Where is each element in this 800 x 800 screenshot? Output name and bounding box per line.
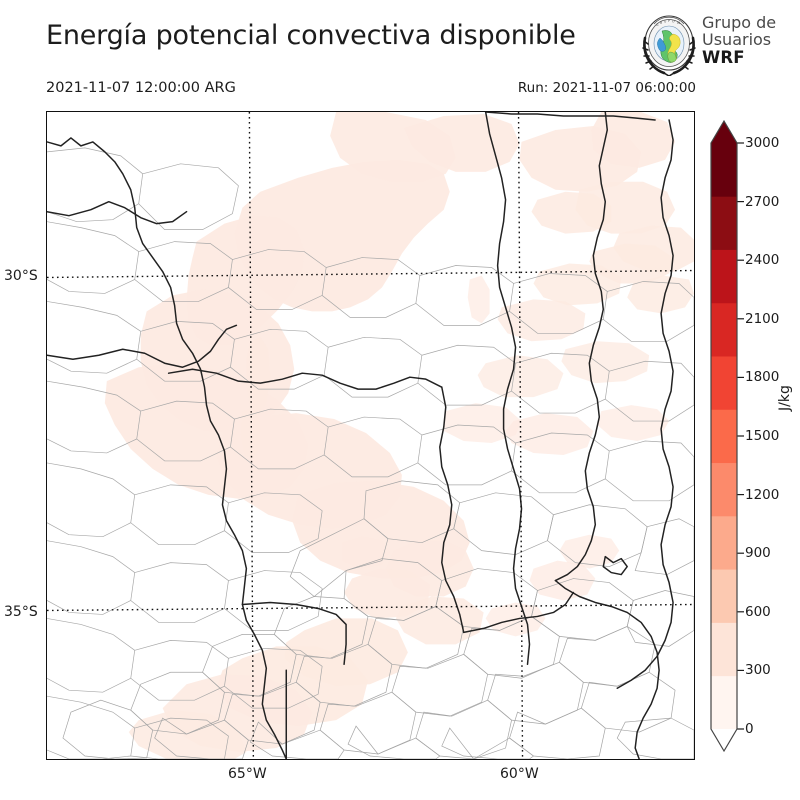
logo-line-1: Grupo de [702,13,777,32]
lat-tick-35S: 35°S [4,604,38,620]
colorbar-tick-label: 3000 [745,135,780,151]
colorbar-units-label: J/kg [777,385,793,411]
lon-tick-60W: 60°W [500,766,539,782]
colorbar-band [711,302,737,357]
lon-tick-65W: 65°W [228,766,267,782]
colorbar-band [711,143,737,197]
gridline-lat-35S [47,603,694,612]
map-canvas [47,112,694,759]
province-boundaries [47,112,674,759]
colorbar-band [711,462,737,517]
colorbar-band [711,249,737,304]
colorbar-tick-label: 1800 [745,369,780,386]
colorbar-tick-label: 1500 [745,428,780,444]
department-boundaries [47,147,694,759]
graticule-layer [47,112,694,759]
colorbar-tick-label: 2700 [745,193,780,210]
svg-text:P: P [668,19,670,23]
colorbar-tick-label: 2100 [745,310,780,327]
colorbar-band [711,569,737,623]
gridline-lat-30S [47,269,694,279]
svg-text:U: U [664,20,667,24]
svg-text:G: G [656,23,659,27]
colorbar-tick-label: 1200 [745,486,780,503]
colorbar-tick-label: 300 [745,662,771,679]
gridline-lon-65W [248,112,255,759]
colorbar-band [711,409,737,464]
page-title: Energía potencial convectiva disponible [46,20,576,51]
colorbar-tick-label: 600 [745,603,771,620]
colorbar-canvas [710,119,744,753]
logo-line-3: WRF [702,47,745,67]
colorbar-outline [710,119,738,753]
colorbar-band [711,622,737,677]
map-plot-area[interactable] [46,111,695,760]
valid-time-label: 2021-11-07 12:00:00 ARG [46,80,236,96]
logo-line-2: Usuarios [702,30,772,50]
buenos-aires-partidos [62,480,694,759]
svg-text:W: W [677,21,681,25]
colorbar-band [711,356,737,410]
colorbar-bands [711,121,737,751]
colorbar-band [711,196,737,250]
colorbar[interactable]: 0 300 600 900 1200 1500 1800 2100 2400 2700 3000 J… [705,111,800,771]
svg-text:O: O [672,20,675,24]
colorbar-under-arrow [711,729,737,751]
svg-text:R: R [660,21,663,25]
colorbar-band [711,515,737,570]
colorbar-tick-label: 2400 [745,252,780,269]
lat-tick-30S: 30°S [4,268,38,284]
logo-wordmark: Grupo de Usuarios WRF [702,14,794,66]
colorbar-tick-label: 0 [745,721,754,737]
colorbar-ticks [737,142,744,730]
model-run-label: Run: 2021-11-07 06:00:00 [517,80,696,96]
gridline-lon-60W [517,112,524,759]
cape-shading-layer [104,112,694,759]
colorbar-tick-label: 900 [745,545,771,562]
colorbar-band [711,675,737,730]
colorbar-over-arrow [711,121,737,143]
